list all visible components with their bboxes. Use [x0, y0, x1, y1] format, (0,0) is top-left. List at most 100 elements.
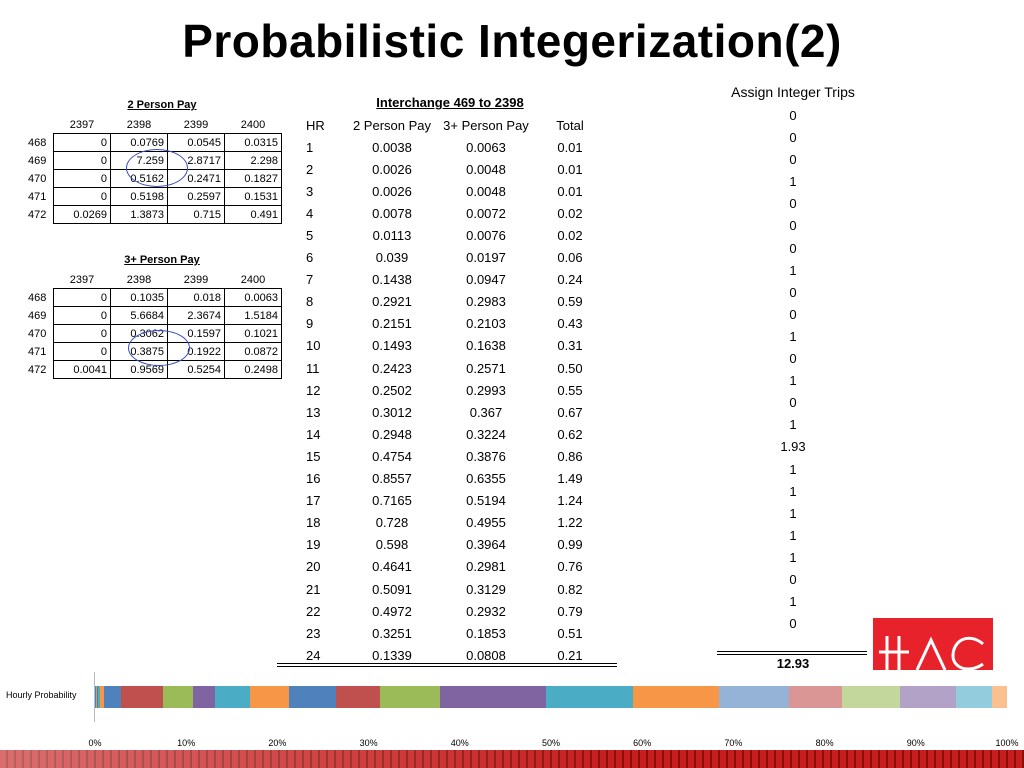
assign-value: 0: [789, 108, 797, 123]
interchange-cell: 0.5091: [372, 581, 412, 597]
footer-stripe: [0, 750, 1024, 768]
bar-segment: [633, 686, 720, 708]
interchange-cell: 0.1339: [372, 647, 412, 663]
interchange-cell: 1.24: [557, 493, 583, 509]
interchange-cell: 15: [306, 448, 321, 464]
interchange-cell: 0.99: [557, 537, 583, 553]
interchange-table: HR 2 Person Pay 3+ Person Pay Total 1 0.0038 0…: [290, 114, 600, 666]
table-row: 472 0.0041 0.9569 0.5254 0.2498: [28, 360, 282, 379]
assign-value: 1: [789, 505, 797, 521]
interchange-row: 3 0.0026 0.0048 0.01: [290, 180, 600, 202]
interchange-cell: 0.1638: [466, 338, 506, 354]
tick-label: 60%: [633, 738, 652, 748]
tick-label: 40%: [450, 738, 469, 748]
interchange-cell: 13: [306, 404, 321, 420]
interchange-cell: 0.3224: [466, 426, 506, 442]
assign-value: 0: [789, 218, 797, 234]
column-header: 2398: [126, 118, 152, 131]
interchange-row: 22 0.4972 0.2932 0.79: [290, 600, 600, 622]
table-cell: 2.3674: [167, 306, 225, 325]
interchange-cell: 0.21: [557, 647, 583, 663]
interchange-row: 11 0.2423 0.2571 0.50: [290, 357, 600, 379]
interchange-cell: 0.2932: [466, 603, 506, 619]
column-header: 2 Person Pay: [352, 117, 432, 133]
assign-total: 12.93: [776, 656, 810, 671]
interchange-cell: 4: [306, 205, 314, 221]
assign-rule-1: [717, 651, 867, 652]
row-label: 471: [28, 345, 47, 358]
interchange-rule-2: [277, 666, 617, 667]
bar-segment: [440, 686, 546, 708]
interchange-row: 15 0.4754 0.3876 0.86: [290, 445, 600, 467]
interchange-cell: 0.86: [557, 448, 583, 464]
interchange-cell: 0.79: [557, 603, 583, 619]
bar-segment: [192, 686, 215, 708]
assign-value: 0: [789, 395, 797, 411]
interchange-cell: 1.49: [557, 471, 583, 487]
tick-label: 70%: [724, 738, 743, 748]
tick-label: 80%: [815, 738, 834, 748]
interchange-cell: 0.50: [557, 360, 583, 376]
bar-segment: [97, 686, 99, 708]
interchange-cell: 0.0038: [372, 139, 412, 155]
interchange-cell: 3: [306, 183, 314, 199]
assign-value: 1: [789, 527, 797, 543]
tick-label: 20%: [268, 738, 287, 748]
interchange-row: 4 0.0078 0.0072 0.02: [290, 202, 600, 224]
interchange-cell: 0.67: [557, 404, 583, 420]
interchange-cell: 0.01: [557, 161, 583, 177]
interchange-cell: 0.0808: [466, 647, 506, 663]
tick-label: 50%: [541, 738, 561, 748]
highlight-oval-three-plus: [128, 330, 190, 366]
interchange-cell: 0.2921: [372, 294, 412, 310]
interchange-cell: 20: [306, 559, 321, 575]
tick-label: 100%: [995, 738, 1019, 748]
bar-segment: [104, 686, 122, 708]
table-cell: 1.5184: [224, 306, 282, 325]
interchange-cell: 10: [306, 338, 321, 354]
assign-value: 1: [789, 461, 797, 477]
interchange-cell: 0.01: [557, 183, 583, 199]
table-cell: 2.298: [224, 151, 282, 170]
column-header: 2397: [69, 118, 95, 131]
interchange-cell: 0.02: [557, 205, 583, 221]
corner-cell: [28, 271, 54, 289]
assign-value: 0: [789, 240, 797, 256]
interchange-row: 7 0.1438 0.0947 0.24: [290, 269, 600, 291]
interchange-cell: 16: [306, 471, 321, 487]
table-cell: 0.0872: [224, 342, 282, 361]
table-cell: 0: [53, 324, 111, 343]
highlight-oval-two-person: [126, 149, 188, 187]
table-cell: 0.0545: [167, 133, 225, 152]
row-label: 470: [28, 327, 47, 340]
interchange-row: 20 0.4641 0.2981 0.76: [290, 556, 600, 578]
assign-rule-2: [717, 654, 867, 655]
column-header: 2400: [240, 118, 266, 131]
interchange-cell: 0.7165: [372, 493, 412, 509]
interchange-cell: 0.0076: [466, 228, 506, 244]
interchange-row: 17 0.7165 0.5194 1.24: [290, 490, 600, 512]
interchange-cell: 0.0048: [466, 161, 506, 177]
interchange-cell: 12: [306, 382, 321, 398]
assign-value: 1: [789, 328, 797, 344]
hourly-probability-label: Hourly Probability: [6, 690, 77, 700]
interchange-cell: 0.2423: [372, 360, 412, 376]
table-cell: 0: [53, 151, 111, 170]
table-row: 471 0 0.5198 0.2597 0.1531: [28, 187, 282, 206]
three-plus-person-pay-title: 3+ Person Pay: [124, 254, 200, 266]
row-label: 472: [28, 363, 47, 376]
interchange-cell: 0.0063: [466, 139, 506, 155]
assign-value: 0: [789, 571, 797, 587]
table-cell: 0.1021: [224, 324, 282, 343]
interchange-row: 21 0.5091 0.3129 0.82: [290, 578, 600, 600]
interchange-cell: 0.3129: [466, 581, 506, 597]
table-cell: 5.6684: [110, 306, 168, 325]
bar-segment: [900, 686, 957, 708]
table-cell: 0: [53, 133, 111, 152]
interchange-cell: 0.1493: [372, 338, 412, 354]
row-label: 468: [28, 291, 47, 304]
table-cell: 0.0041: [53, 360, 111, 379]
assign-value: 1: [789, 174, 797, 190]
assign-value: 1: [789, 262, 797, 278]
interchange-cell: 5: [306, 228, 314, 244]
